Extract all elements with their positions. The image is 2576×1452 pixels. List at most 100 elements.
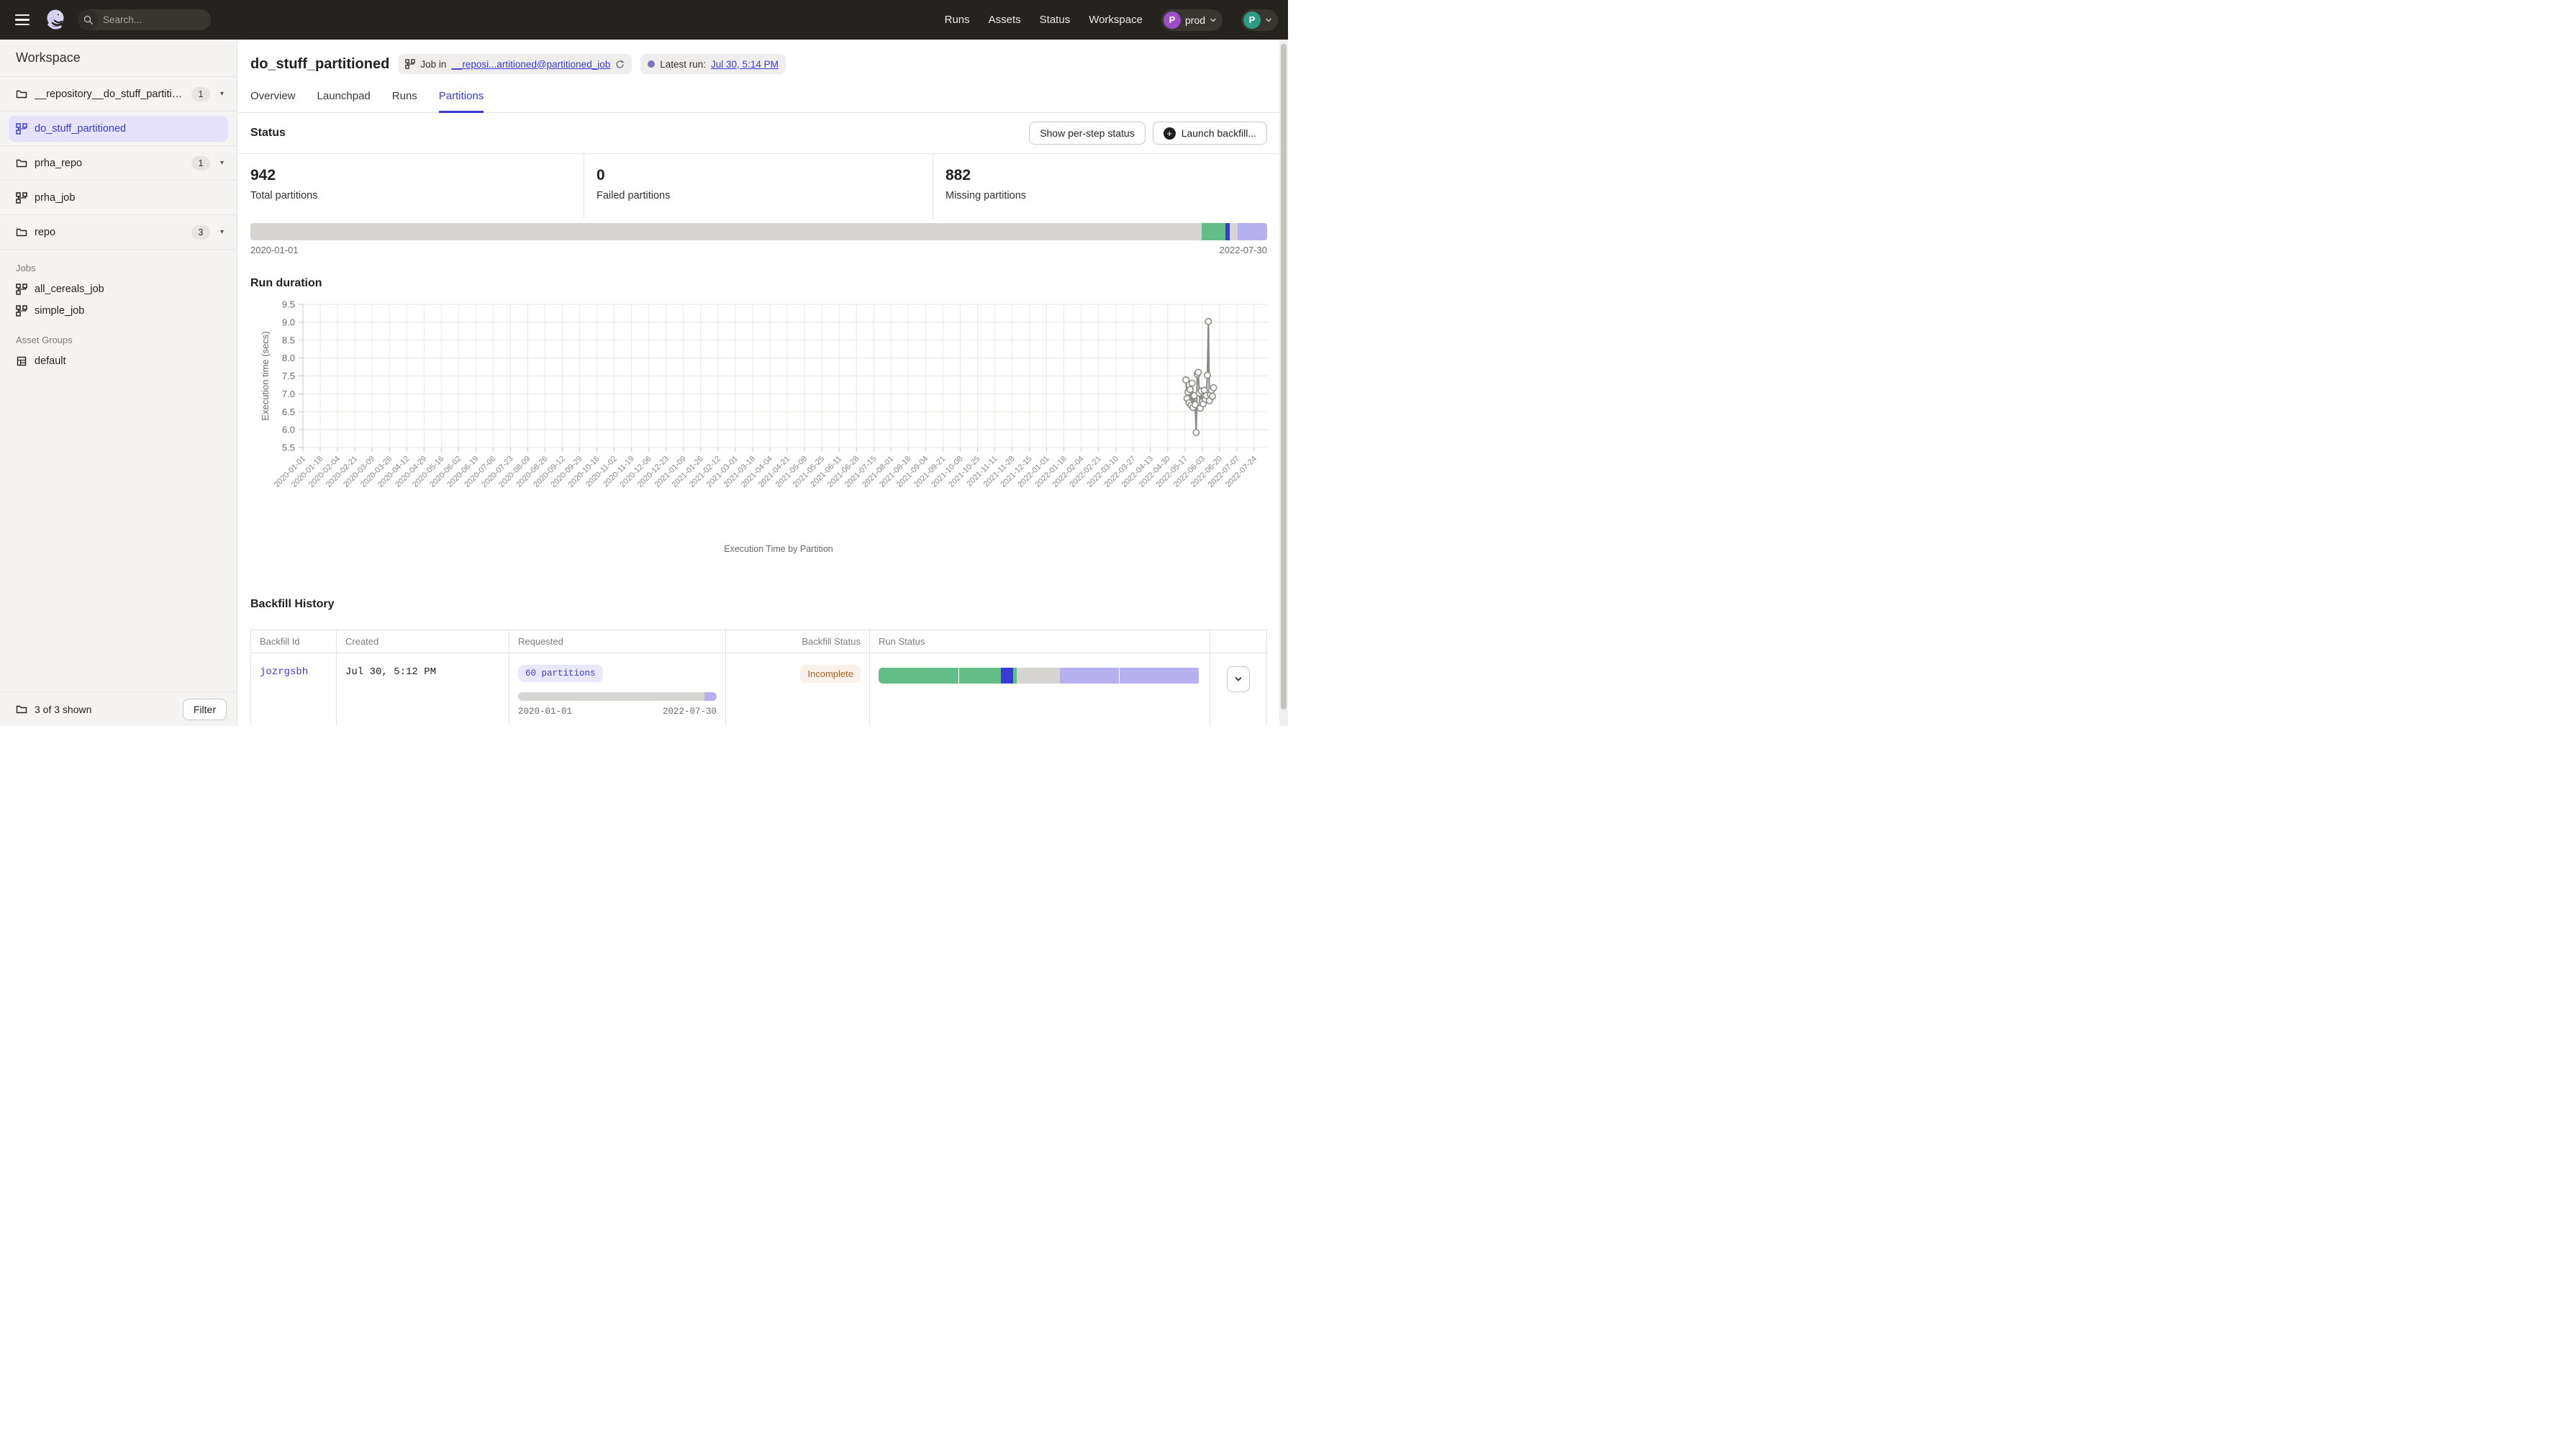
- stat-failed-partitions: 0Failed partitions: [584, 154, 933, 219]
- chevron-down-icon: [1265, 17, 1272, 24]
- backfill-table: Backfill IdCreatedRequestedBackfill Stat…: [250, 630, 1267, 726]
- job-icon: [16, 283, 27, 295]
- run-status-bar[interactable]: [879, 668, 1201, 684]
- window-scrollbar[interactable]: [1279, 40, 1288, 726]
- requested-partitions-badge[interactable]: 60 partitions: [518, 665, 603, 682]
- sidebar-item-label: repo: [35, 227, 184, 238]
- bar-segment-lavender: [1238, 223, 1267, 240]
- stat-value: 882: [945, 167, 1279, 184]
- nav-link-status[interactable]: Status: [1040, 14, 1071, 26]
- nav-links: Runs Assets Status Workspace: [945, 14, 1143, 26]
- caret-down-icon[interactable]: ▾: [217, 90, 227, 98]
- scrollbar-thumb[interactable]: [1281, 44, 1287, 709]
- sidebar-item-prha_job[interactable]: prha_job: [0, 181, 237, 215]
- column-header-backfill-id: Backfill Id: [251, 630, 337, 653]
- nav-link-runs[interactable]: Runs: [945, 14, 970, 26]
- partition-status-bar[interactable]: [250, 223, 1267, 240]
- grid-icon: [16, 355, 27, 367]
- sidebar-item-label: all_cereals_job: [35, 283, 104, 295]
- backfill-created-cell: Jul 30, 5:12 PM: [337, 653, 509, 726]
- tab-partitions[interactable]: Partitions: [439, 86, 484, 113]
- show-per-step-status-button[interactable]: Show per-step status: [1029, 122, 1146, 145]
- sidebar-section-jobs: Jobs: [0, 260, 237, 276]
- requested-range-dates: 2020-01-01 2022-07-30: [518, 707, 717, 717]
- stat-value: 942: [250, 167, 584, 184]
- bar-segment-bar_gray: [1017, 668, 1060, 684]
- page-title: do_stuff_partitioned: [250, 56, 389, 73]
- svg-text:6.5: 6.5: [282, 407, 295, 417]
- requested-range-bar: [518, 692, 717, 701]
- bar-segment-green: [1202, 223, 1225, 240]
- dagster-logo-icon[interactable]: [45, 9, 68, 32]
- partition-start-date: 2020-01-01: [250, 245, 299, 255]
- filter-button[interactable]: Filter: [183, 699, 227, 720]
- job-in-label: Job in: [420, 59, 446, 70]
- svg-text:6.0: 6.0: [282, 425, 295, 435]
- folder-icon: [16, 227, 27, 238]
- requested-start-date: 2020-01-01: [518, 707, 572, 717]
- hamburger-menu-icon[interactable]: [10, 8, 35, 32]
- bar-segment-blue: [1001, 668, 1013, 684]
- sidebar-item-do_stuff_partitioned[interactable]: do_stuff_partitioned: [9, 116, 228, 142]
- sidebar-selected-wrap: do_stuff_partitioned: [0, 112, 237, 146]
- backfill-id-cell: jozrgsbh: [251, 653, 337, 726]
- partition-end-date: 2022-07-30: [1220, 245, 1268, 255]
- deployment-switcher[interactable]: P prod: [1161, 9, 1223, 31]
- job-location-link[interactable]: __reposi...artitioned@partitioned_job: [451, 59, 610, 70]
- nav-right: Runs Assets Status Workspace P prod P: [945, 9, 1278, 31]
- backfill-requested-cell: 60 partitions 2020-01-01 2022-07-30: [509, 653, 726, 726]
- latest-run-link[interactable]: Jul 30, 5:14 PM: [711, 59, 779, 70]
- nav-link-workspace[interactable]: Workspace: [1089, 14, 1143, 26]
- backfill-id-link[interactable]: jozrgsbh: [260, 666, 308, 678]
- sidebar-item-__repository__do_stuff_partitio[interactable]: __repository__do_stuff_partitio...1▾: [0, 77, 237, 112]
- main-content: do_stuff_partitioned Job in __reposi...a…: [238, 40, 1279, 726]
- stat-missing-partitions: 882Missing partitions: [933, 154, 1279, 219]
- sidebar-item-default[interactable]: default: [0, 350, 237, 372]
- bar-segment-bar_gray: [518, 692, 704, 701]
- launch-backfill-button[interactable]: + Launch backfill...: [1153, 122, 1267, 145]
- top-nav: / Runs Assets Status Workspace P prod P: [0, 0, 1288, 40]
- deployment-label: prod: [1185, 14, 1205, 26]
- svg-text:9.5: 9.5: [282, 299, 295, 310]
- sidebar-item-prha_repo[interactable]: prha_repo1▾: [0, 146, 237, 181]
- stat-total-partitions: 942Total partitions: [238, 154, 584, 219]
- bar-segment-green: [879, 668, 958, 684]
- search-input[interactable]: [99, 14, 211, 25]
- chevron-down-icon: [1210, 17, 1217, 24]
- bar-segment-lavender: [704, 692, 717, 701]
- bar-segment-green: [958, 668, 1001, 684]
- tab-runs[interactable]: Runs: [392, 86, 417, 113]
- job-icon: [16, 192, 27, 204]
- sidebar-item-all_cereals_job[interactable]: all_cereals_job: [0, 278, 237, 300]
- job-icon: [16, 305, 27, 317]
- tab-launchpad[interactable]: Launchpad: [317, 86, 371, 113]
- user-menu[interactable]: P: [1241, 9, 1278, 31]
- item-count-badge: 1: [191, 87, 210, 101]
- caret-down-icon[interactable]: ▾: [217, 228, 227, 236]
- caret-down-icon[interactable]: ▾: [217, 159, 227, 167]
- search-bar[interactable]: /: [78, 9, 211, 30]
- column-header-expand: [1210, 630, 1266, 653]
- svg-text:Execution time (secs): Execution time (secs): [260, 331, 271, 420]
- shown-count: 3 of 3 shown: [35, 704, 176, 715]
- expand-row-button[interactable]: [1227, 666, 1250, 692]
- sidebar-item-repo[interactable]: repo3▾: [0, 215, 237, 250]
- folder-icon: [16, 89, 27, 100]
- run-status-dot-icon: [648, 60, 655, 68]
- bar-segment-bar_gray: [250, 223, 1202, 240]
- job-icon: [405, 59, 415, 69]
- sidebar-item-simple_job[interactable]: simple_job: [0, 300, 237, 322]
- backfill-table-header: Backfill IdCreatedRequestedBackfill Stat…: [251, 630, 1266, 653]
- partition-stats: 942Total partitions0Failed partitions882…: [238, 154, 1279, 219]
- tab-overview[interactable]: Overview: [250, 86, 296, 113]
- nav-link-assets[interactable]: Assets: [989, 14, 1021, 26]
- refresh-icon[interactable]: [615, 60, 625, 69]
- plus-icon: +: [1164, 127, 1176, 140]
- backfill-history-title: Backfill History: [250, 598, 1267, 611]
- column-header-created: Created: [337, 630, 509, 653]
- svg-text:9.0: 9.0: [282, 317, 295, 327]
- dagster-app: / Runs Assets Status Workspace P prod P Wor…: [0, 0, 1288, 726]
- requested-end-date: 2022-07-30: [663, 707, 717, 717]
- sidebar-item-label: default: [35, 355, 66, 367]
- user-avatar: P: [1243, 12, 1261, 29]
